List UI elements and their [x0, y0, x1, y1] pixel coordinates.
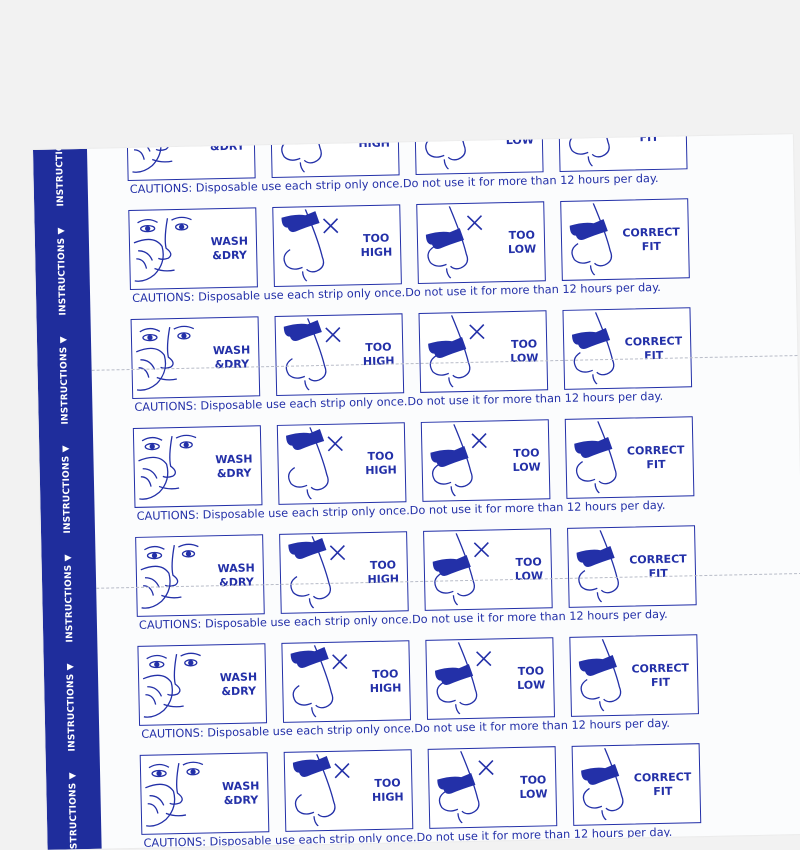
panel-face-wash: WASH&DRY — [130, 316, 261, 399]
panel-face-wash: WASH&DRY — [137, 643, 268, 726]
instructions-label: INSTRUCTIONS ▼ — [65, 663, 78, 752]
instructions-label: INSTRUCTIONS ▼ — [61, 445, 74, 534]
panel-face-wash: WASH&DRY — [135, 534, 265, 617]
panel-label: WASH&DRY — [210, 234, 249, 263]
panel-label: WASH&DRY — [215, 452, 253, 481]
instructions-label: INSTRUCTIONS ▼ — [58, 336, 71, 425]
instructions-label: INSTRUCTIONS ▼ — [54, 134, 67, 207]
instructions-band: INSTRUCTIONS ▼ INSTRUCTIONS ▼ INSTRUCTIONS… — [33, 134, 102, 850]
instructions-label: INSTRUCTIONS ▼ — [56, 227, 69, 316]
panel-face-wash: WASH&DRY — [128, 207, 258, 291]
panel-label: WASH&DRY — [219, 670, 258, 699]
instruction-sheet: INSTRUCTIONS ▼ INSTRUCTIONS ▼ INSTRUCTIONS… — [33, 134, 800, 850]
panel-label: WASH&DRY — [221, 779, 260, 808]
panel-face-wash: WASH&DRY — [139, 752, 270, 835]
panel-face-wash: WASH&DRY — [125, 134, 256, 182]
panel-label: WASH&DRY — [208, 134, 246, 154]
instructions-label: INSTRUCTIONS ▼ — [63, 554, 76, 643]
instructions-label: INSTRUCTIONS ▼ — [68, 772, 80, 850]
panel-face-wash: WASH&DRY — [132, 425, 263, 508]
